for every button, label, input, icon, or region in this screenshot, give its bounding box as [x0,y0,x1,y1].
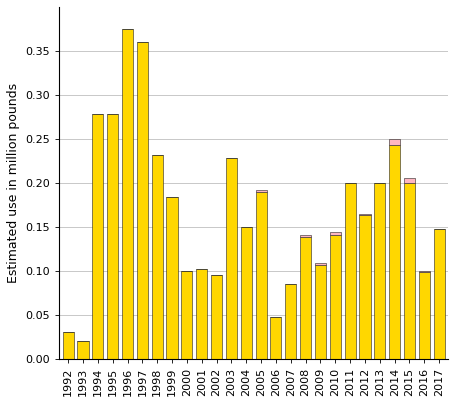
Bar [241,227,252,359]
Bar [182,271,192,359]
Bar [419,271,430,272]
Bar [359,214,370,215]
Bar [152,155,163,359]
Bar [122,29,133,359]
Bar [330,235,341,359]
Bar [404,183,415,359]
Bar [344,183,356,359]
Bar [389,145,400,359]
Bar [285,284,296,359]
Bar [434,229,445,359]
Bar [92,114,103,359]
Bar [404,179,415,183]
Bar [196,269,207,359]
Bar [359,215,370,359]
Bar [315,263,326,265]
Bar [256,191,267,359]
Bar [270,317,282,359]
Bar [419,272,430,359]
Y-axis label: Estimated use in million pounds: Estimated use in million pounds [7,83,20,283]
Bar [107,114,118,359]
Bar [167,197,177,359]
Bar [300,237,311,359]
Bar [137,42,148,359]
Bar [300,235,311,237]
Bar [315,265,326,359]
Bar [330,232,341,235]
Bar [226,158,237,359]
Bar [256,190,267,191]
Bar [63,332,74,359]
Bar [374,183,385,359]
Bar [389,139,400,145]
Bar [77,341,89,359]
Bar [211,275,222,359]
